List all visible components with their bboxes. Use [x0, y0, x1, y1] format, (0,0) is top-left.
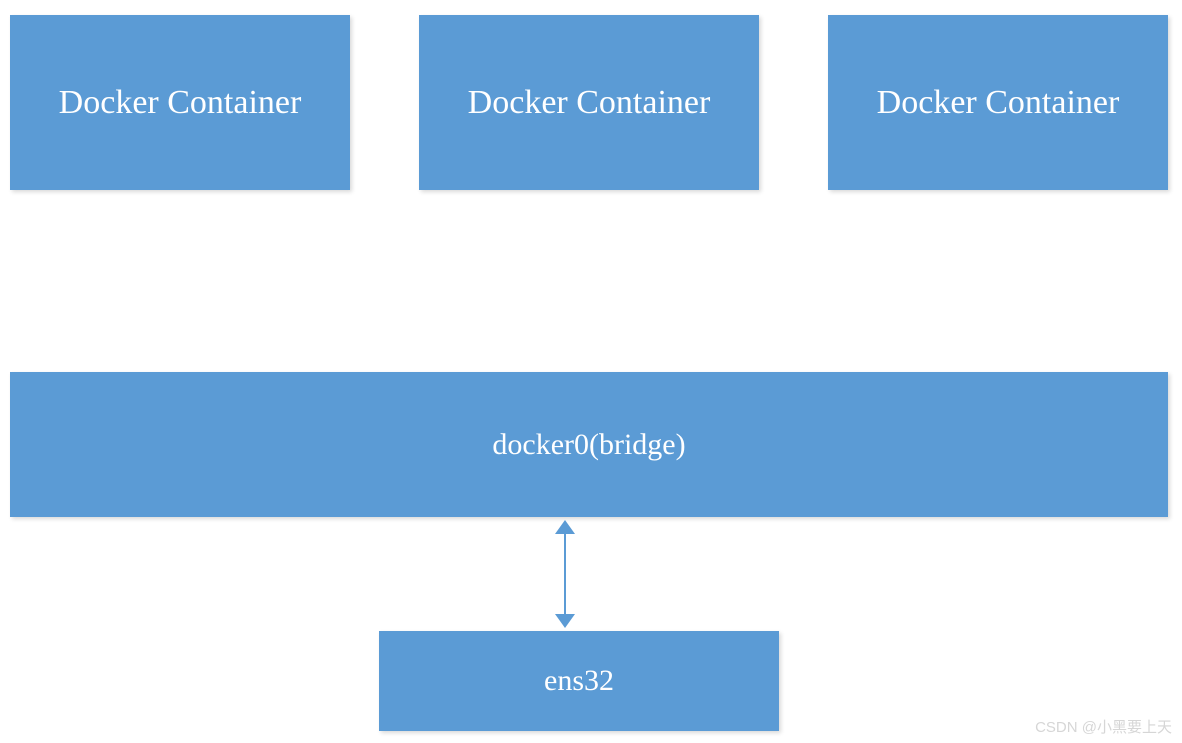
docker-container-box-2: Docker Container: [419, 15, 759, 190]
network-interface-label: ens32: [544, 664, 614, 698]
arrow-head-down-icon: [555, 614, 575, 628]
arrow-head-up-icon: [555, 520, 575, 534]
docker-container-label-1: Docker Container: [59, 84, 302, 122]
docker-container-label-2: Docker Container: [468, 84, 711, 122]
docker-container-box-1: Docker Container: [10, 15, 350, 190]
docker-container-label-3: Docker Container: [877, 84, 1120, 122]
watermark-text: CSDN @小黑要上天: [1035, 716, 1172, 737]
docker-bridge-label: docker0(bridge): [492, 428, 685, 462]
network-interface-box: ens32: [379, 631, 779, 731]
docker-container-box-3: Docker Container: [828, 15, 1168, 190]
docker-bridge-box: docker0(bridge): [10, 372, 1168, 517]
bridge-interface-arrow-line: [564, 530, 566, 618]
